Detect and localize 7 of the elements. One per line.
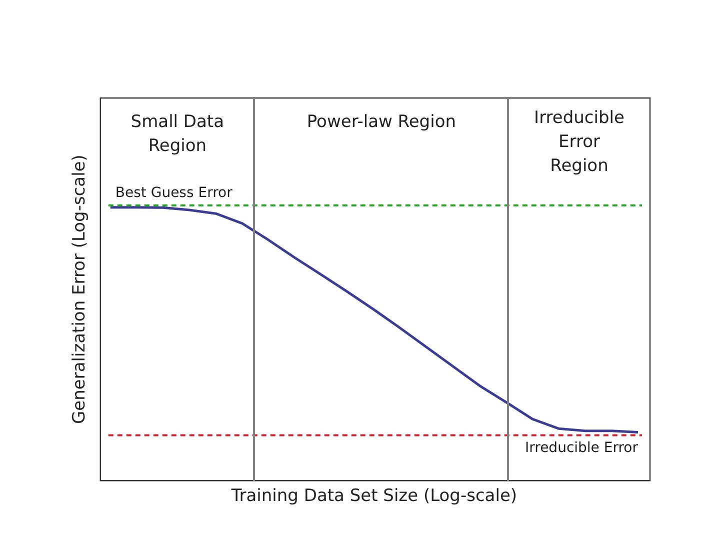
text: Irreducible Error Region — [534, 108, 624, 176]
text: Power-law Region — [306, 112, 456, 132]
y-axis-title: Generalization Error (Log-scale) — [70, 154, 90, 424]
ref-line-label: Best Guess Error — [115, 185, 233, 202]
x-axis-title: Training Data Set Size (Log-scale) — [230, 486, 518, 506]
ref-line-label: Irreducible Error — [524, 440, 638, 456]
text: Small Data Region — [130, 112, 224, 156]
